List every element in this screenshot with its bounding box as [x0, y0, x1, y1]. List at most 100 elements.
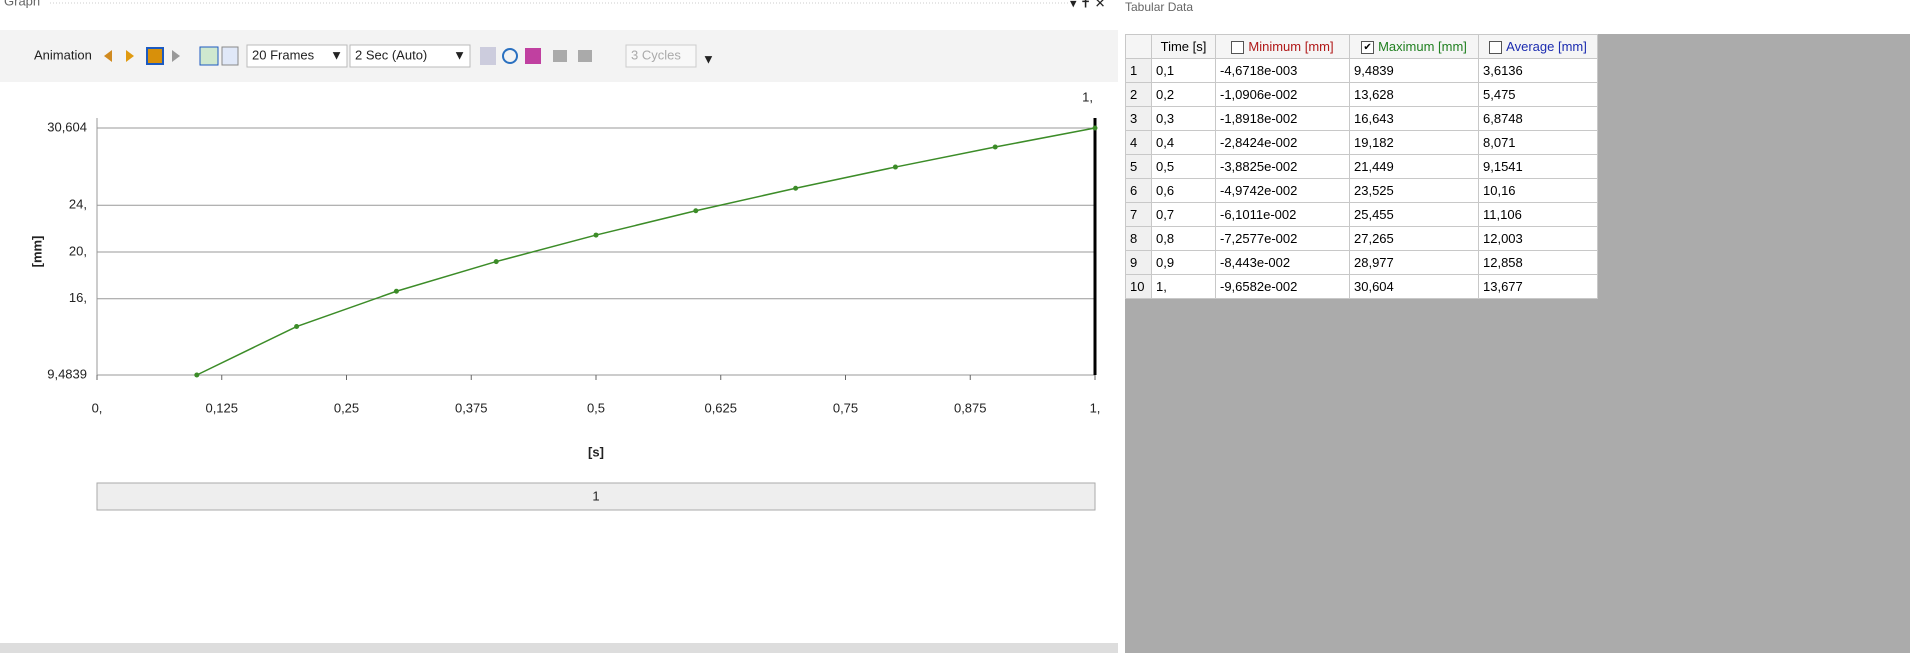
slider-label: 1	[592, 488, 599, 503]
x-tick-label: 0,5	[587, 400, 605, 415]
table-cell: 11,106	[1478, 202, 1598, 227]
icon-button[interactable]	[553, 50, 567, 62]
x-tick-label: 0,125	[205, 400, 238, 415]
tabular-panel: Tabular Data Time [s] Minimum [mm] ✔ Maximu…	[1125, 0, 1910, 653]
data-table: Time [s] Minimum [mm] ✔ Maximum [mm] Average…	[1125, 34, 1598, 299]
table-cell: 30,604	[1349, 274, 1479, 299]
y-axis-label: [mm]	[29, 236, 44, 268]
frames-value: 20 Frames	[252, 47, 315, 62]
panel-title: Tabular Data	[1125, 0, 1910, 34]
next-button[interactable]	[172, 50, 180, 62]
y-tick-label: 30,604	[47, 119, 87, 134]
table-cell: 28,977	[1349, 250, 1479, 275]
panel-controls[interactable]: ▾ ✝ ✕	[1070, 0, 1106, 10]
svg-text:▼: ▼	[453, 47, 466, 62]
graph-panel: Graph ▾ ✝ ✕ Animation 20 Frames ▼ 2 Sec …	[0, 0, 1118, 653]
data-point	[1092, 125, 1098, 131]
column-label: Time [s]	[1160, 39, 1207, 54]
slider[interactable]	[96, 482, 1096, 511]
table-cell: -7,2577e-002	[1215, 226, 1350, 251]
column-checkbox[interactable]: ✔	[1361, 41, 1375, 55]
cycles-value: 3 Cycles	[631, 47, 681, 62]
zoom-button[interactable]	[502, 48, 518, 64]
table-cell: 9,4839	[1349, 58, 1479, 83]
column-header: Average [mm]	[1478, 34, 1598, 59]
table-cell: 8,071	[1478, 130, 1598, 155]
table-cell: 13,628	[1349, 82, 1479, 107]
table-cell: 5,475	[1478, 82, 1598, 107]
stop-button[interactable]	[146, 47, 164, 65]
duration-value: 2 Sec (Auto)	[355, 47, 427, 62]
x-tick-label: 0,	[92, 400, 103, 415]
cycles-select[interactable]	[625, 44, 697, 68]
y-tick-label: 9,4839	[47, 366, 87, 381]
duration-select[interactable]	[349, 44, 471, 68]
table-cell: 0,7	[1151, 202, 1216, 227]
play-button[interactable]	[126, 50, 134, 62]
table-row: 10 1, -9,6582e-002 30,604 13,677	[1125, 274, 1598, 299]
table-cell: 9,1541	[1478, 154, 1598, 179]
column-checkbox[interactable]	[1231, 41, 1245, 55]
column-header: ✔ Maximum [mm]	[1349, 34, 1479, 59]
table-cell: 0,3	[1151, 106, 1216, 131]
header-row: Time [s] Minimum [mm] ✔ Maximum [mm] Average…	[1125, 34, 1598, 59]
x-tick-label: 0,75	[833, 400, 858, 415]
data-point	[992, 144, 998, 150]
column-checkbox[interactable]	[1489, 41, 1503, 55]
table-cell: 13,677	[1478, 274, 1598, 299]
animation-label: Animation	[34, 47, 92, 62]
prev-button[interactable]	[104, 50, 112, 62]
row-index: 4	[1125, 130, 1152, 155]
corner-cell	[1125, 34, 1152, 59]
table-cell: -3,8825e-002	[1215, 154, 1350, 179]
table-cell: 0,9	[1151, 250, 1216, 275]
table-cell: 23,525	[1349, 178, 1479, 203]
table-cell: -4,9742e-002	[1215, 178, 1350, 203]
color-button[interactable]	[525, 48, 541, 64]
export-button[interactable]	[480, 47, 496, 65]
row-index: 2	[1125, 82, 1152, 107]
frames-select[interactable]	[246, 44, 348, 68]
data-line	[196, 127, 1096, 376]
row-index: 5	[1125, 154, 1152, 179]
y-tick-label: 16,	[69, 290, 87, 305]
row-index: 9	[1125, 250, 1152, 275]
table-cell: -4,6718e-003	[1215, 58, 1350, 83]
table-cell: 0,6	[1151, 178, 1216, 203]
table-row: 3 0,3 -1,8918e-002 16,643 6,8748	[1125, 106, 1598, 131]
x-tick-label: 1,	[1090, 400, 1101, 415]
data-point	[793, 185, 799, 191]
mode-button[interactable]	[199, 46, 219, 66]
table-cell: 27,265	[1349, 226, 1479, 251]
column-header: Time [s]	[1151, 34, 1216, 59]
data-point	[493, 259, 499, 265]
mode-button[interactable]	[221, 46, 239, 66]
table-row: 7 0,7 -6,1011e-002 25,455 11,106	[1125, 202, 1598, 227]
x-tick-label: 0,375	[455, 400, 488, 415]
row-index: 10	[1125, 274, 1152, 299]
table-cell: 0,4	[1151, 130, 1216, 155]
table-cell: -8,443e-002	[1215, 250, 1350, 275]
table-cell: -6,1011e-002	[1215, 202, 1350, 227]
table-row: 2 0,2 -1,0906e-002 13,628 5,475	[1125, 82, 1598, 107]
table-cell: 0,5	[1151, 154, 1216, 179]
y-tick-label: 20,	[69, 243, 87, 258]
x-tick-label: 0,625	[704, 400, 737, 415]
data-point	[393, 288, 399, 294]
row-index: 8	[1125, 226, 1152, 251]
table-cell: -1,8918e-002	[1215, 106, 1350, 131]
icon-button[interactable]	[578, 50, 592, 62]
table-cell: 0,1	[1151, 58, 1216, 83]
table-row: 1 0,1 -4,6718e-003 9,4839 3,6136	[1125, 58, 1598, 83]
table-cell: 10,16	[1478, 178, 1598, 203]
row-index: 6	[1125, 178, 1152, 203]
table-cell: -1,0906e-002	[1215, 82, 1350, 107]
table-cell: 0,2	[1151, 82, 1216, 107]
table-cell: 19,182	[1349, 130, 1479, 155]
table-cell: 12,003	[1478, 226, 1598, 251]
table-cell: 12,858	[1478, 250, 1598, 275]
table-cell: 25,455	[1349, 202, 1479, 227]
table-row: 6 0,6 -4,9742e-002 23,525 10,16	[1125, 178, 1598, 203]
x-tick-label: 0,875	[954, 400, 987, 415]
table-row: 8 0,8 -7,2577e-002 27,265 12,003	[1125, 226, 1598, 251]
